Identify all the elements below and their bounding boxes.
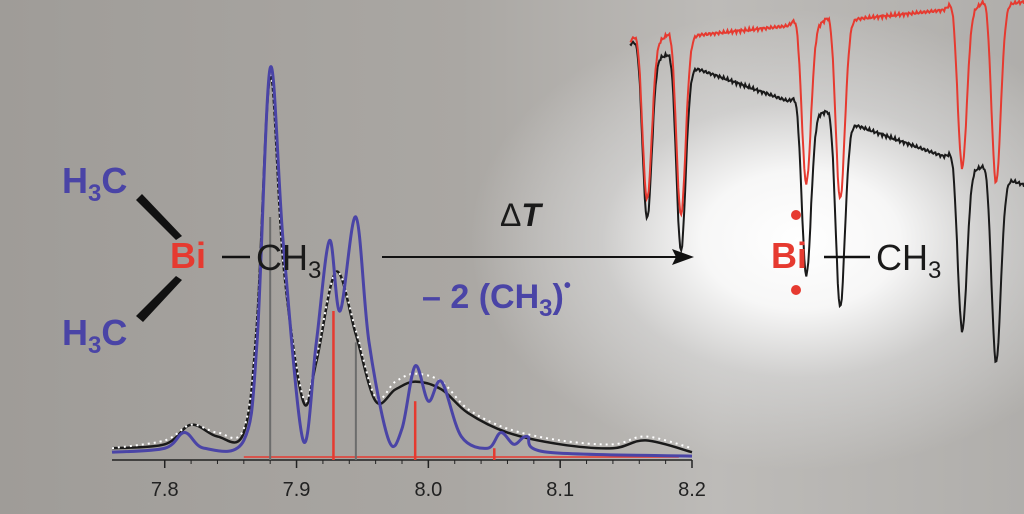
stick-spectrum <box>243 216 679 460</box>
experimental-spectrum-line <box>111 74 693 454</box>
reactant-molecule: H3C Bi CH3 H3C <box>62 160 321 359</box>
epr-simulated-line <box>629 0 1024 218</box>
nmr-traces <box>111 65 693 458</box>
x-tick-label: 7.8 <box>151 479 179 501</box>
x-tick-label: 8.0 <box>414 479 442 501</box>
methyl-bottom: H3C <box>62 312 127 359</box>
epr-spectrum <box>629 0 1024 364</box>
wedge-bond-top <box>136 194 182 240</box>
x-tick-label: 7.9 <box>283 479 311 501</box>
nmr-spectrum: 7.8 7.9 8.0 8.1 8.2 <box>111 65 706 501</box>
product-bismuth-atom: Bi <box>771 235 807 276</box>
bismuth-atom: Bi <box>170 235 206 276</box>
simulated-spectrum-line <box>111 65 693 458</box>
arrow-head <box>672 249 694 265</box>
product-molecule: Bi CH3 <box>771 210 941 295</box>
epr-experimental-line <box>629 40 1024 364</box>
x-axis-ticks: 7.8 7.9 8.0 8.1 8.2 <box>151 460 706 501</box>
dotted-spectrum-line <box>111 74 693 450</box>
radical-dot-bottom <box>791 285 801 295</box>
reaction-arrow: ΔT – 2 (CH3)• <box>382 197 694 322</box>
methyl-radical-loss-label: – 2 (CH3)• <box>422 275 571 322</box>
product-methyl: CH3 <box>876 237 941 284</box>
methyl-top: H3C <box>62 160 127 207</box>
x-tick-label: 8.2 <box>678 479 706 501</box>
delta-t-label: ΔT <box>500 197 543 233</box>
methyl-right: CH3 <box>256 237 321 284</box>
radical-dot-top <box>791 210 801 220</box>
x-tick-label: 8.1 <box>546 479 574 501</box>
wedge-bond-bottom <box>136 276 182 322</box>
